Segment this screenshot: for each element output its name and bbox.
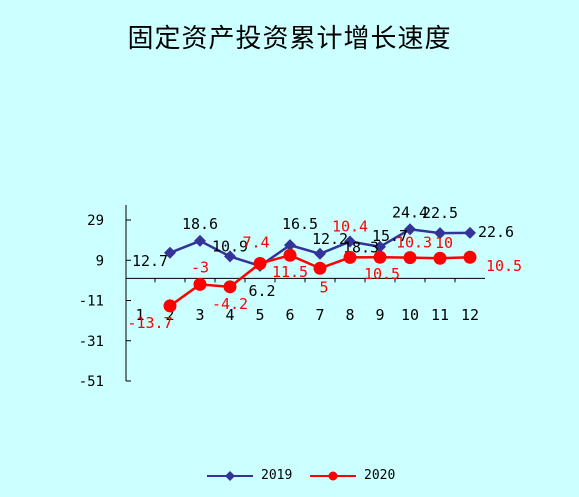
x-tick-label: 5 [255,306,264,324]
data-label-2020-4: -4.2 [212,295,248,313]
point-2019-9 [374,240,386,253]
legend-item-2019: 2019 [205,468,292,483]
point-2020-11 [433,251,447,265]
data-label-2020-7: 5 [319,278,328,296]
x-tick-label: 1 [135,306,144,324]
data-label-2019-3: 18.6 [182,215,218,233]
point-2020-6 [283,248,297,262]
data-label-2020-8: 10.4 [332,217,368,235]
point-2019-2 [164,246,176,259]
point-2019-11 [434,227,446,240]
data-label-2020-10: 10.3 [396,234,432,252]
point-2020-4 [223,280,237,294]
legend-marker-2019 [207,470,253,481]
data-label-2020-2: -13.7 [127,314,172,332]
x-tick-label: 7 [315,306,324,324]
data-label-2020-11: 10 [435,234,453,252]
point-2020-12 [463,250,477,264]
x-tick-label: 9 [375,306,384,324]
data-label-2020-3: -3 [191,258,209,276]
x-tick-label: 2 [165,306,174,324]
data-label-2020-9: 10.5 [364,265,400,283]
point-2019-8 [344,235,356,248]
data-label-2019-4: 10.9 [212,237,248,255]
chart-title: 固定资产投资累计增长速度 [127,24,452,54]
data-label-2019-6: 16.5 [282,215,318,233]
point-2020-2 [163,299,177,313]
data-label-2019-12: 22.6 [478,223,514,241]
x-tick-label: 11 [431,306,449,324]
data-label-2019-11: 22.5 [422,204,458,222]
y-tick-label: -31 [79,334,104,350]
x-tick-label: 12 [461,306,479,324]
x-tick-label: 3 [195,306,204,324]
point-2019-10 [404,223,416,236]
point-2020-5 [253,256,267,270]
point-2020-7 [313,261,327,275]
data-label-2019-2: 12.7 [132,252,168,270]
point-2019-12 [464,226,476,239]
y-tick-label: 9 [96,253,104,269]
point-2020-3 [193,277,207,291]
data-label-2019-5: 6.2 [248,282,275,300]
data-label-2020-5: 7.4 [242,233,269,251]
point-2019-7 [314,247,326,260]
data-label-2019-10: 24.4 [392,203,428,221]
y-tick-label: -51 [79,374,104,390]
point-2020-9 [373,250,387,264]
point-2019-6 [284,239,296,252]
legend-label-2020: 2020 [364,468,396,483]
data-label-2019-9: 15.7 [372,227,408,245]
legend-label-2019: 2019 [261,468,293,483]
x-tick-label: 10 [401,306,419,324]
point-2019-4 [224,250,236,263]
legend-marker-2020 [310,471,356,480]
data-label-2020-6: 11.5 [272,263,308,281]
x-tick-label: 6 [285,306,294,324]
data-label-2019-7: 12.2 [312,230,348,248]
y-tick-label: 29 [87,213,104,229]
point-2020-8 [343,250,357,264]
x-tick-label: 8 [345,306,354,324]
data-label-2020-12: 10.5 [486,257,522,275]
legend-item-2020: 2020 [308,468,395,483]
point-2019-3 [194,234,206,247]
y-tick-label: -11 [79,294,104,310]
x-tick-label: 4 [225,306,234,324]
point-2020-10 [403,251,417,265]
